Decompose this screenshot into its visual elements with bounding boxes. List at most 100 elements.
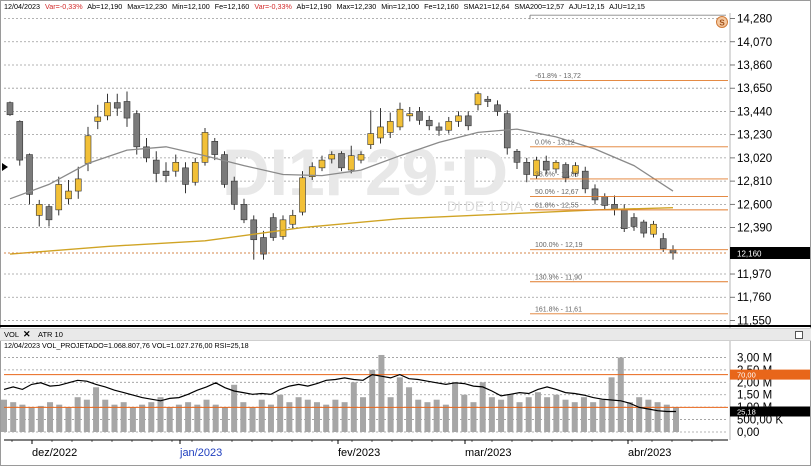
volume-bar [267, 404, 274, 432]
fib-level-label: 0.0% - 13,12 [535, 139, 575, 146]
volume-bar [286, 402, 293, 432]
volume-bar [313, 402, 320, 432]
tab-vol[interactable]: VOL [4, 330, 20, 339]
volume-bar [83, 399, 90, 432]
candle-up [396, 108, 404, 128]
candle-down [152, 159, 160, 174]
candle-up [406, 113, 414, 117]
candle-down [523, 162, 531, 175]
candle-down [640, 221, 648, 234]
candle-down [123, 101, 131, 119]
info-max: Max=12,230 [127, 2, 167, 11]
volume-tick-label: 2,00 M [737, 377, 772, 389]
candle-up [191, 162, 199, 183]
volume-bar [442, 404, 449, 432]
volume-bar [369, 369, 376, 432]
last-price-label: 12,160 [737, 250, 762, 259]
candle-up [65, 190, 72, 200]
y-tick-label: 13,230 [737, 130, 772, 142]
left-scroll-marker [2, 163, 8, 171]
watermark-description: DI DE 1 DIA [447, 198, 524, 214]
candle-down [503, 113, 511, 149]
volume-bar [433, 399, 440, 432]
fib-level-label: 61.8% - 12,55 [535, 202, 579, 209]
candle-up [94, 116, 102, 122]
volume-bar [19, 404, 26, 432]
x-tick-label: dez/2022 [32, 447, 77, 459]
volume-bar [378, 354, 385, 432]
volume-bar [139, 404, 146, 432]
candle-up [367, 133, 375, 145]
fib-level-label: 161.8% - 11,61 [535, 306, 582, 313]
volume-bar [590, 402, 597, 432]
candle-up [377, 126, 384, 139]
info-date: 12/04/2023 [4, 2, 40, 11]
volume-bar [185, 402, 192, 432]
candle-down [45, 206, 53, 221]
settlement-icon-label: S [719, 19, 725, 28]
y-tick-label: 14,070 [737, 37, 772, 49]
close-icon[interactable]: ✕ [23, 329, 31, 339]
volume-bar [28, 407, 35, 432]
maximize-icon[interactable] [795, 331, 803, 339]
x-tick-label: fev/2023 [338, 447, 380, 459]
volume-bar [645, 399, 652, 432]
candle-down [601, 196, 609, 206]
volume-bar [102, 399, 109, 432]
candle-down [425, 119, 433, 127]
y-tick-label: 12,810 [737, 176, 772, 188]
candle-up [533, 159, 540, 176]
y-tick-label: 11,550 [737, 315, 771, 327]
candle-up [552, 162, 560, 170]
candle-down [182, 167, 189, 185]
candle-down [162, 170, 170, 176]
volume-tick-label: 1,50 M [737, 390, 772, 402]
candle-up [357, 154, 365, 161]
candle-down [659, 238, 667, 249]
candle-up [299, 177, 306, 213]
info-aju-2: AJU=12,15 [609, 2, 645, 11]
info-min: Min=12,100 [171, 2, 210, 11]
info-fe-2: Fe=12,160 [424, 2, 459, 11]
volume-bar [608, 377, 615, 432]
y-tick-label: 11,970 [737, 269, 771, 281]
volume-bar [654, 402, 661, 432]
info-var-2: Var=-0,33% [254, 2, 292, 11]
x-tick-label: jan/2023 [179, 447, 222, 459]
volume-bar [175, 404, 182, 432]
fib-level-label: 130.9% - 11,90 [535, 274, 582, 281]
y-tick-label: 14,280 [737, 14, 772, 26]
volume-bar [415, 399, 422, 432]
volume-bar [129, 407, 136, 432]
candle-up [104, 102, 111, 117]
candle-up [318, 159, 326, 169]
candle-down [230, 180, 238, 205]
candle-down [269, 217, 277, 238]
volume-bar [332, 399, 339, 432]
volume-bar [111, 404, 118, 432]
volume-bar [553, 394, 560, 432]
volume-bar [396, 377, 403, 432]
volume-bar [47, 402, 54, 432]
volume-bar [626, 402, 633, 432]
y-tick-label: 13,860 [737, 60, 772, 72]
volume-bar [488, 397, 495, 432]
candle-down [16, 121, 24, 161]
volume-bar [507, 394, 514, 432]
fib-level-label: 38.0% - 12,83 [535, 171, 579, 178]
volume-bar [65, 407, 72, 432]
volume-panel-header: VOL ✕ ATR 10 [0, 328, 811, 341]
candle-up [74, 178, 82, 192]
y-tick-label: 13,440 [737, 106, 772, 118]
volume-bar [617, 357, 624, 432]
volume-info-bar: 12/04/2023 VOL_PROJETADO=1.068.807,76 VO… [4, 341, 249, 350]
candle-up [172, 162, 180, 172]
volume-bar [673, 407, 679, 432]
volume-bar [240, 402, 247, 432]
tab-atr[interactable]: ATR 10 [38, 330, 63, 339]
y-tick-label: 11,760 [737, 292, 771, 304]
candle-up [84, 135, 92, 164]
rsi-value-label: 25,18 [737, 408, 756, 417]
candle-down [591, 188, 599, 201]
